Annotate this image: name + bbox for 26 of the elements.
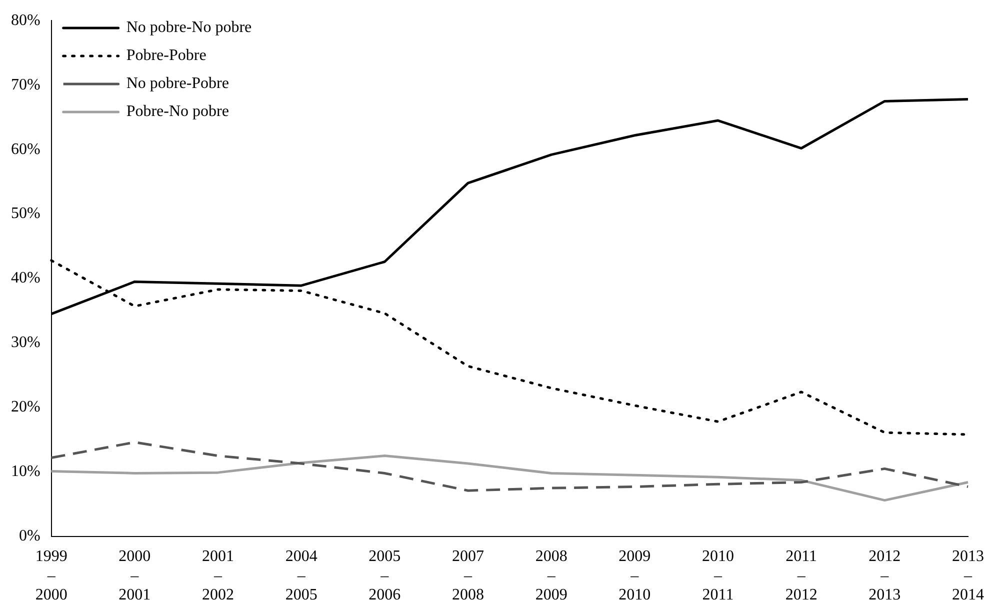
x-tick-label: 2005 – 2006 [368,548,401,604]
y-tick-label: 50% [11,205,40,222]
y-tick-label: 40% [11,270,40,287]
legend-label: Pobre-No pobre [126,103,229,120]
y-tick-label: 20% [11,398,40,416]
y-tick-label: 70% [11,76,40,94]
y-tick-label: 0% [19,528,40,545]
x-tick-label: 2004 – 2005 [285,548,318,604]
y-tick-label: 10% [11,463,40,480]
x-tick-label: 1999 – 2000 [35,548,68,604]
legend-label: No pobre-No pobre [126,19,252,36]
y-tick-label: 30% [11,334,40,352]
x-tick-label: 2001 – 2002 [202,548,234,604]
y-tick-label: 60% [11,140,40,158]
x-tick-label: 2011 – 2012 [785,548,818,604]
x-tick-label: 2000 – 2001 [118,548,151,604]
x-tick-label: 2010 – 2011 [702,548,734,604]
legend-label: Pobre-Pobre [126,47,206,64]
x-tick-label: 2009 – 2010 [618,548,651,604]
x-tick-label: 2007 – 2008 [452,548,484,604]
x-tick-label: 2013 – 2014 [952,548,984,604]
line-series [50,441,970,492]
x-tick-label: 2008 – 2009 [535,548,568,604]
legend-label: No pobre-Pobre [126,75,229,92]
y-tick-label: 80% [11,12,40,29]
x-tick-label: 2012 – 2013 [868,548,901,604]
